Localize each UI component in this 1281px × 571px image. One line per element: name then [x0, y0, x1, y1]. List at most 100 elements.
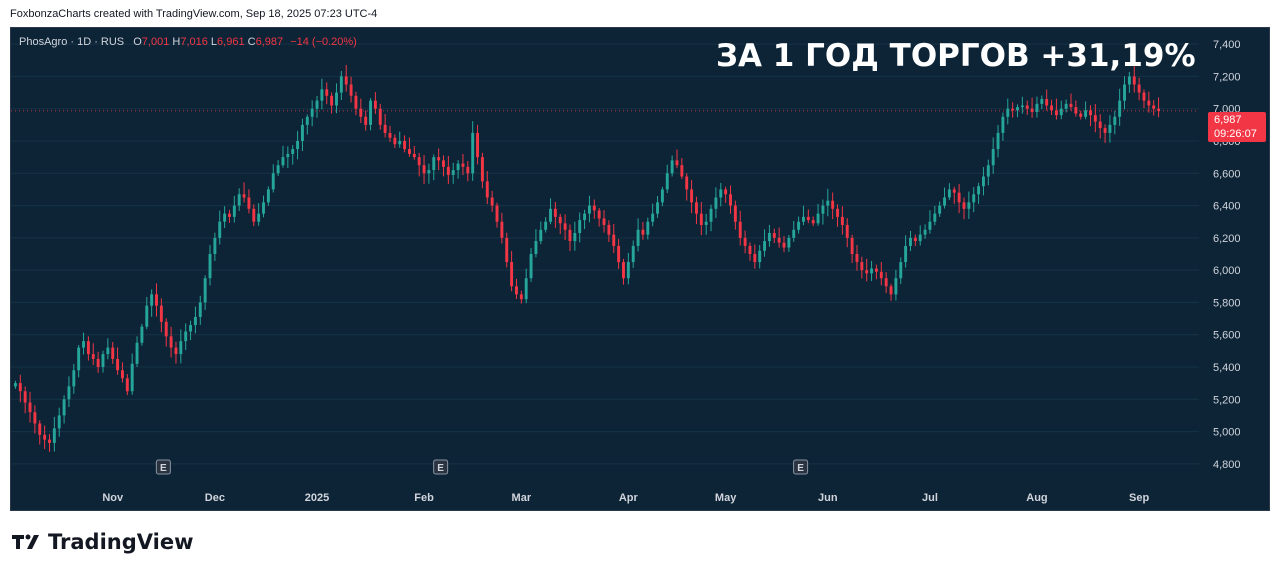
- candle-body[interactable]: [763, 241, 767, 251]
- candle-body[interactable]: [704, 221, 708, 225]
- candle-body[interactable]: [490, 197, 494, 206]
- candle-body[interactable]: [656, 202, 659, 214]
- candle-body[interactable]: [777, 237, 781, 243]
- candle-body[interactable]: [111, 347, 115, 359]
- candle-body[interactable]: [699, 213, 703, 225]
- candle-body[interactable]: [1132, 76, 1136, 85]
- candle-body[interactable]: [320, 89, 324, 101]
- candle-body[interactable]: [831, 200, 835, 209]
- candle-body[interactable]: [563, 223, 567, 230]
- candle-body[interactable]: [1123, 84, 1126, 101]
- candle-body[interactable]: [782, 242, 786, 248]
- candle-body[interactable]: [325, 89, 329, 96]
- candle-body[interactable]: [300, 124, 304, 141]
- candle-body[interactable]: [223, 213, 227, 222]
- candle-body[interactable]: [101, 354, 105, 367]
- candle-body[interactable]: [247, 197, 251, 209]
- candle-body[interactable]: [923, 229, 927, 235]
- candle-body[interactable]: [573, 233, 577, 242]
- candle-body[interactable]: [43, 434, 47, 440]
- candle-body[interactable]: [184, 331, 188, 342]
- candle-body[interactable]: [1103, 128, 1107, 133]
- candle-body[interactable]: [1152, 105, 1156, 109]
- candle-body[interactable]: [1050, 105, 1054, 111]
- candle-body[interactable]: [213, 237, 217, 254]
- candle-body[interactable]: [792, 229, 796, 238]
- candle-body[interactable]: [349, 84, 353, 96]
- candle-body[interactable]: [636, 229, 640, 246]
- candle-body[interactable]: [480, 157, 484, 182]
- tradingview-logo[interactable]: TradingView: [12, 530, 193, 554]
- candle-body[interactable]: [938, 205, 942, 214]
- candle-body[interactable]: [612, 234, 616, 246]
- candle-body[interactable]: [305, 116, 309, 125]
- candle-body[interactable]: [943, 197, 946, 206]
- candle-body[interactable]: [865, 270, 869, 274]
- candle-body[interactable]: [743, 237, 747, 246]
- candle-body[interactable]: [48, 439, 51, 443]
- candle-body[interactable]: [52, 428, 56, 443]
- candle-body[interactable]: [826, 200, 830, 206]
- candle-body[interactable]: [364, 116, 368, 125]
- candle-body[interactable]: [553, 208, 557, 217]
- candle-body[interactable]: [398, 141, 402, 145]
- candle-body[interactable]: [135, 342, 139, 364]
- candle-body[interactable]: [130, 363, 134, 392]
- candle-body[interactable]: [359, 108, 363, 117]
- candle-body[interactable]: [276, 165, 280, 174]
- candle-body[interactable]: [1016, 107, 1019, 111]
- candle-body[interactable]: [850, 237, 854, 254]
- candle-body[interactable]: [967, 202, 971, 209]
- candle-body[interactable]: [806, 216, 810, 221]
- candle-body[interactable]: [456, 163, 460, 171]
- candles-layer[interactable]: [13, 64, 1161, 452]
- candle-body[interactable]: [519, 294, 523, 300]
- candle-body[interactable]: [407, 149, 411, 154]
- candle-body[interactable]: [339, 76, 343, 93]
- candle-body[interactable]: [680, 165, 684, 177]
- candle-body[interactable]: [651, 213, 655, 222]
- candle-body[interactable]: [544, 221, 548, 230]
- candle-body[interactable]: [1074, 107, 1078, 114]
- candle-body[interactable]: [378, 108, 382, 125]
- candle-body[interactable]: [1059, 108, 1063, 116]
- candle-body[interactable]: [962, 202, 966, 209]
- candle-body[interactable]: [719, 189, 723, 198]
- candle-body[interactable]: [1030, 108, 1034, 112]
- candle-body[interactable]: [1011, 108, 1015, 111]
- candle-body[interactable]: [155, 294, 158, 306]
- candle-body[interactable]: [811, 220, 815, 224]
- candle-body[interactable]: [1025, 105, 1029, 109]
- candle-body[interactable]: [787, 237, 791, 248]
- candle-body[interactable]: [797, 221, 801, 230]
- candle-body[interactable]: [952, 189, 956, 193]
- candle-body[interactable]: [232, 205, 236, 217]
- candle-body[interactable]: [446, 166, 450, 175]
- candle-body[interactable]: [816, 213, 820, 224]
- candle-body[interactable]: [909, 237, 912, 246]
- candle-body[interactable]: [646, 221, 650, 235]
- candle-body[interactable]: [1020, 105, 1024, 108]
- candle-body[interactable]: [174, 347, 178, 355]
- candle-body[interactable]: [369, 100, 372, 125]
- candle-body[interactable]: [597, 210, 601, 219]
- candle-body[interactable]: [422, 165, 426, 174]
- candle-body[interactable]: [694, 202, 698, 214]
- candle-body[interactable]: [510, 262, 514, 287]
- candle-body[interactable]: [860, 262, 864, 271]
- candle-body[interactable]: [466, 166, 470, 174]
- candle-body[interactable]: [203, 278, 207, 303]
- candle-body[interactable]: [286, 153, 290, 158]
- candle-body[interactable]: [18, 383, 22, 392]
- chart-panel[interactable]: 4,800 5,000 5,200 5,400 5,600 5,800 6,000 6,200…: [10, 27, 1270, 511]
- candle-body[interactable]: [344, 76, 348, 85]
- candle-body[interactable]: [1079, 113, 1083, 117]
- candle-body[interactable]: [291, 149, 295, 154]
- candle-body[interactable]: [471, 132, 475, 174]
- candle-body[interactable]: [918, 234, 922, 242]
- candle-body[interactable]: [437, 157, 441, 161]
- candle-body[interactable]: [583, 213, 587, 221]
- candle-body[interactable]: [772, 233, 776, 238]
- candle-body[interactable]: [403, 141, 407, 150]
- candle-body[interactable]: [539, 229, 543, 242]
